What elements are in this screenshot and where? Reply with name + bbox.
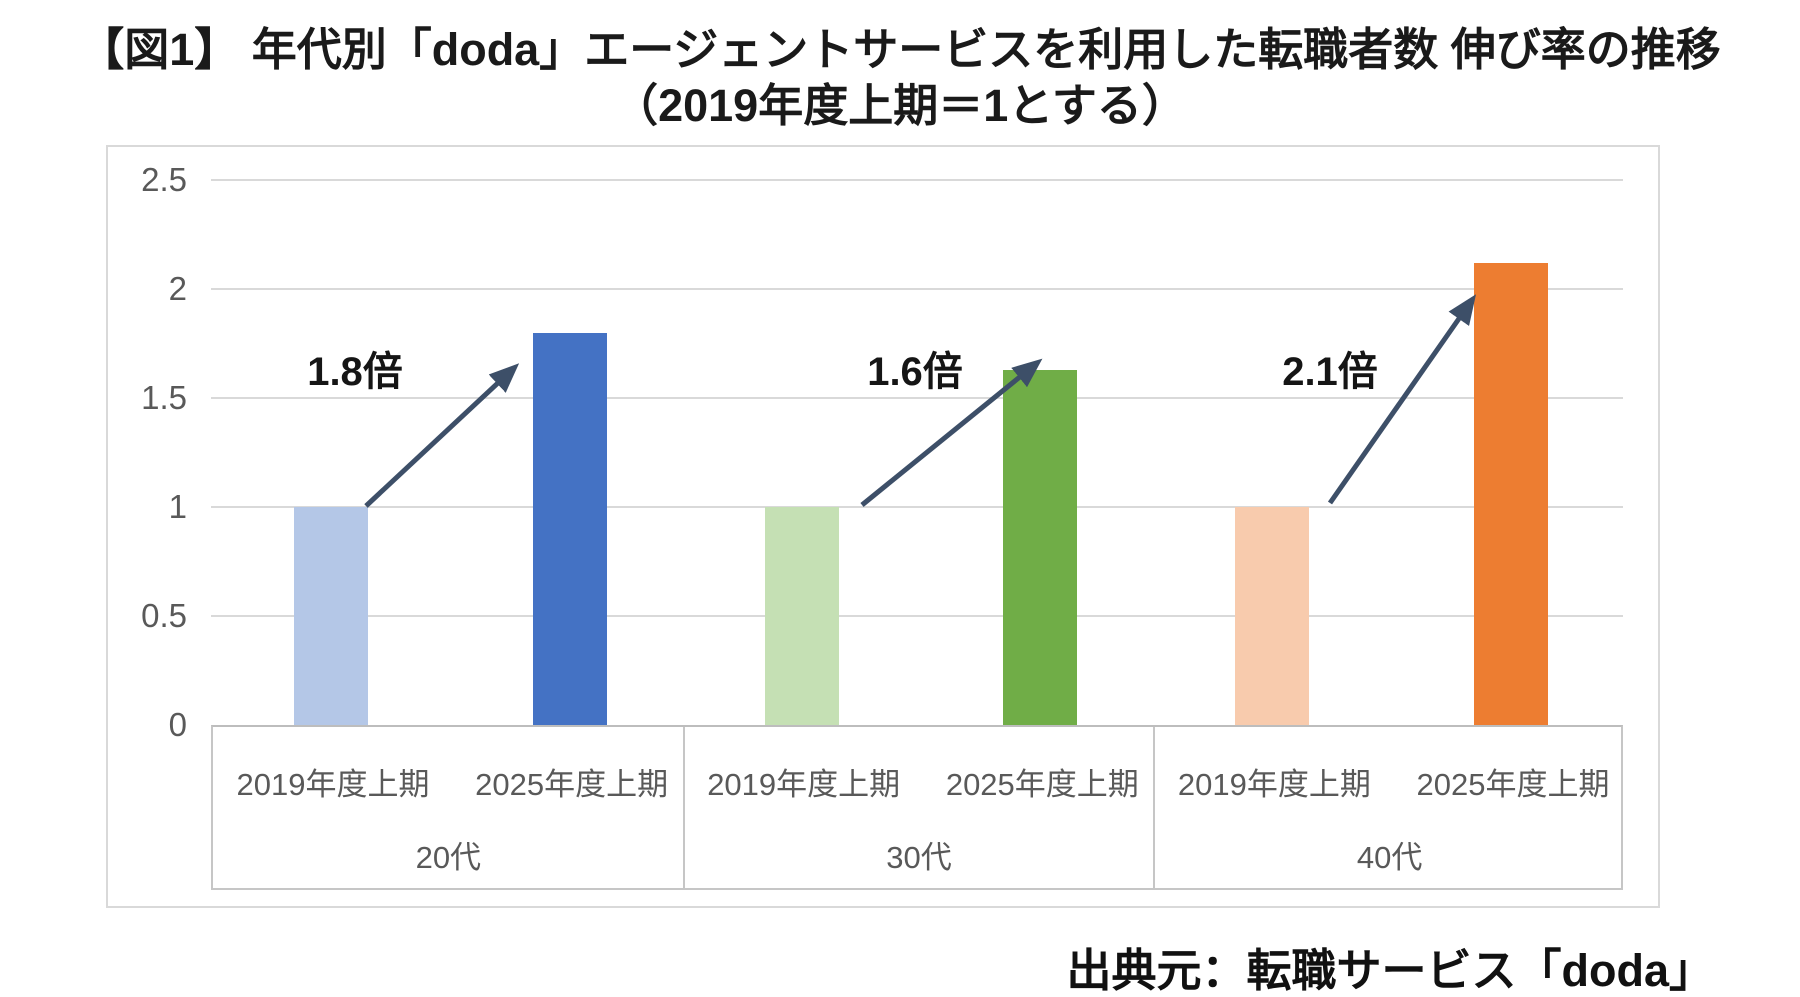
- bar-group1-series1: [294, 507, 369, 725]
- plot-area: 2.5 2 1.5 1 0.5 0 1.8倍 1.6倍 2.1倍: [141, 163, 1623, 742]
- chart-title-line1: 【図1】 年代別「doda」エージェントサービスを利用した転職者数 伸び率の推移: [79, 24, 1721, 75]
- bar-group1-series2: [532, 332, 607, 725]
- x-axis-period-label: 2019年度上期: [236, 767, 430, 802]
- bar-group2-series1: [764, 507, 839, 725]
- gridline: [211, 288, 1623, 290]
- growth-arrow-1: [364, 363, 520, 508]
- growth-ratio-label-3: 2.1倍: [1282, 350, 1378, 394]
- growth-arrow-3: [1327, 294, 1477, 505]
- y-axis-tick-label: 1: [168, 488, 187, 525]
- x-axis-age-group-label: 20代: [415, 840, 482, 875]
- bar-group2-series2: [1003, 369, 1078, 725]
- growth-arrow-2: [860, 358, 1043, 507]
- x-axis-period-label: 2025年度上期: [945, 767, 1139, 802]
- bar-group3-series1: [1235, 507, 1310, 725]
- gridline: [211, 615, 1623, 617]
- y-axis-tick-label: 2: [168, 270, 187, 307]
- source-caption: 出典元：転職サービス「doda」: [1066, 945, 1715, 996]
- y-axis-tick-label: 0: [168, 706, 187, 743]
- y-axis-tick-label: 0.5: [141, 597, 187, 634]
- y-axis-tick-label: 1.5: [141, 379, 187, 416]
- growth-ratio-label-1: 1.8倍: [307, 350, 403, 394]
- growth-arrows-svg: [364, 294, 1477, 508]
- x-axis-period-label: 2019年度上期: [707, 767, 901, 802]
- x-axis-period-label: 2025年度上期: [475, 767, 669, 802]
- growth-ratio-label-2: 1.6倍: [867, 350, 963, 394]
- x-axis-age-group-label: 30代: [886, 840, 952, 875]
- chart-title: 【図1】 年代別「doda」エージェントサービスを利用した転職者数 伸び率の推移…: [0, 22, 1800, 134]
- y-axis-tick-label: 2.5: [141, 161, 187, 198]
- chart-area: 2.5 2 1.5 1 0.5 0 1.8倍 1.6倍 2.1倍 2019年度上期 2025年度…: [106, 145, 1660, 908]
- gridline: [211, 397, 1623, 399]
- x-axis-table: 2019年度上期 2025年度上期 20代 2019年度上期 2025年度上期 30代 20…: [211, 725, 1623, 890]
- x-axis-period-label: 2025年度上期: [1416, 767, 1610, 802]
- annotations-layer: [211, 180, 1623, 725]
- chart-title-line2: （2019年度上期＝1とする）: [613, 80, 1187, 131]
- x-axis-period-label: 2019年度上期: [1177, 767, 1371, 802]
- x-axis-age-group-label: 40代: [1356, 840, 1423, 875]
- gridline: [211, 506, 1623, 508]
- gridline: [211, 179, 1623, 181]
- bar-group3-series2: [1473, 262, 1548, 725]
- group-separator: [1153, 727, 1156, 888]
- group-separator: [682, 727, 685, 888]
